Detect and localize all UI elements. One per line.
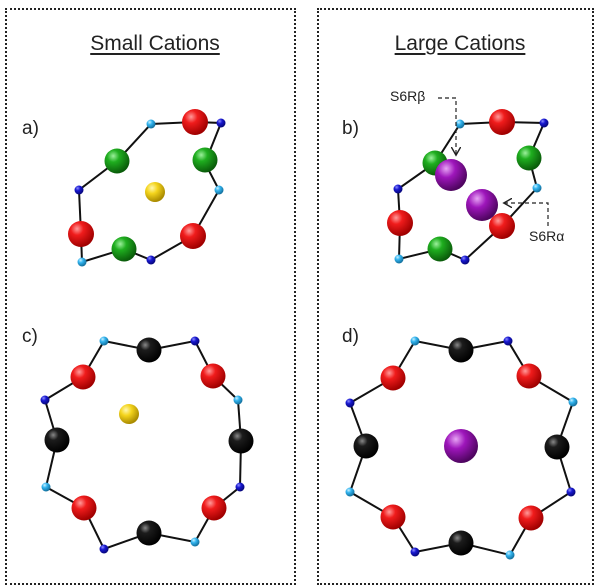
red-atom <box>489 109 515 135</box>
blue-node <box>539 118 549 128</box>
cyan-node <box>345 487 355 497</box>
blue-node <box>190 336 200 346</box>
callout-label-s6r-alpha: S6Rα <box>529 228 565 244</box>
blue-node <box>503 336 513 346</box>
green-atom <box>427 236 453 262</box>
red-atom <box>71 495 97 521</box>
green-atom <box>192 147 218 173</box>
black-atom <box>44 427 70 453</box>
callout-arrow-alpha <box>505 203 549 226</box>
blue-node <box>40 395 50 405</box>
blue-node <box>99 544 109 554</box>
large-cation <box>444 429 478 463</box>
red-atom <box>68 221 94 247</box>
heading-large-cations: Large Cations <box>394 32 526 55</box>
green-atom <box>104 148 130 174</box>
callout-arrow-beta <box>438 97 456 154</box>
cyan-node <box>190 537 200 547</box>
panel-label-d: d) <box>342 326 359 347</box>
ring-c <box>40 336 254 554</box>
red-atom <box>200 363 226 389</box>
panel-label-c: c) <box>22 326 38 347</box>
cyan-node <box>99 336 109 346</box>
cyan-node <box>394 254 404 264</box>
blue-node <box>74 185 84 195</box>
blue-node <box>460 255 470 265</box>
red-atom <box>380 365 406 391</box>
large-cation-alpha-site <box>466 189 498 221</box>
small-cations-panel <box>5 8 296 585</box>
small-cation <box>145 182 165 202</box>
panel-label-b: b) <box>342 118 359 139</box>
green-atom <box>516 145 542 171</box>
black-atom <box>136 520 162 546</box>
ring-a <box>68 109 226 267</box>
blue-node <box>566 487 576 497</box>
large-cations-panel <box>317 8 594 585</box>
red-atom <box>201 495 227 521</box>
cyan-node <box>146 119 156 129</box>
large-cation-beta-site <box>435 159 467 191</box>
black-atom <box>136 337 162 363</box>
blue-node <box>146 255 156 265</box>
cyan-node <box>233 395 243 405</box>
ring-b <box>387 97 549 265</box>
cyan-node <box>505 550 515 560</box>
black-atom <box>448 530 474 556</box>
black-atom <box>448 337 474 363</box>
small-cation <box>119 404 139 424</box>
green-atom <box>111 236 137 262</box>
red-atom <box>182 109 208 135</box>
black-atom <box>353 433 379 459</box>
panel-label-a: a) <box>22 118 39 139</box>
ring-d <box>345 336 578 560</box>
red-atom <box>516 363 542 389</box>
red-atom <box>180 223 206 249</box>
blue-node <box>393 184 403 194</box>
red-atom <box>489 213 515 239</box>
heading-small-cations: Small Cations <box>90 32 220 55</box>
cyan-node <box>410 336 420 346</box>
red-atom <box>70 364 96 390</box>
red-atom <box>380 504 406 530</box>
black-atom <box>544 434 570 460</box>
cyan-node <box>77 257 87 267</box>
red-atom <box>387 210 413 236</box>
red-atom <box>518 505 544 531</box>
cyan-node <box>214 185 224 195</box>
cyan-node <box>532 183 542 193</box>
blue-node <box>410 547 420 557</box>
cyan-node <box>455 119 465 129</box>
callout-label-s6r-beta: S6Rβ <box>390 88 426 104</box>
cyan-node <box>568 397 578 407</box>
cyan-node <box>41 482 51 492</box>
blue-node <box>216 118 226 128</box>
black-atom <box>228 428 254 454</box>
blue-node <box>345 398 355 408</box>
blue-node <box>235 482 245 492</box>
